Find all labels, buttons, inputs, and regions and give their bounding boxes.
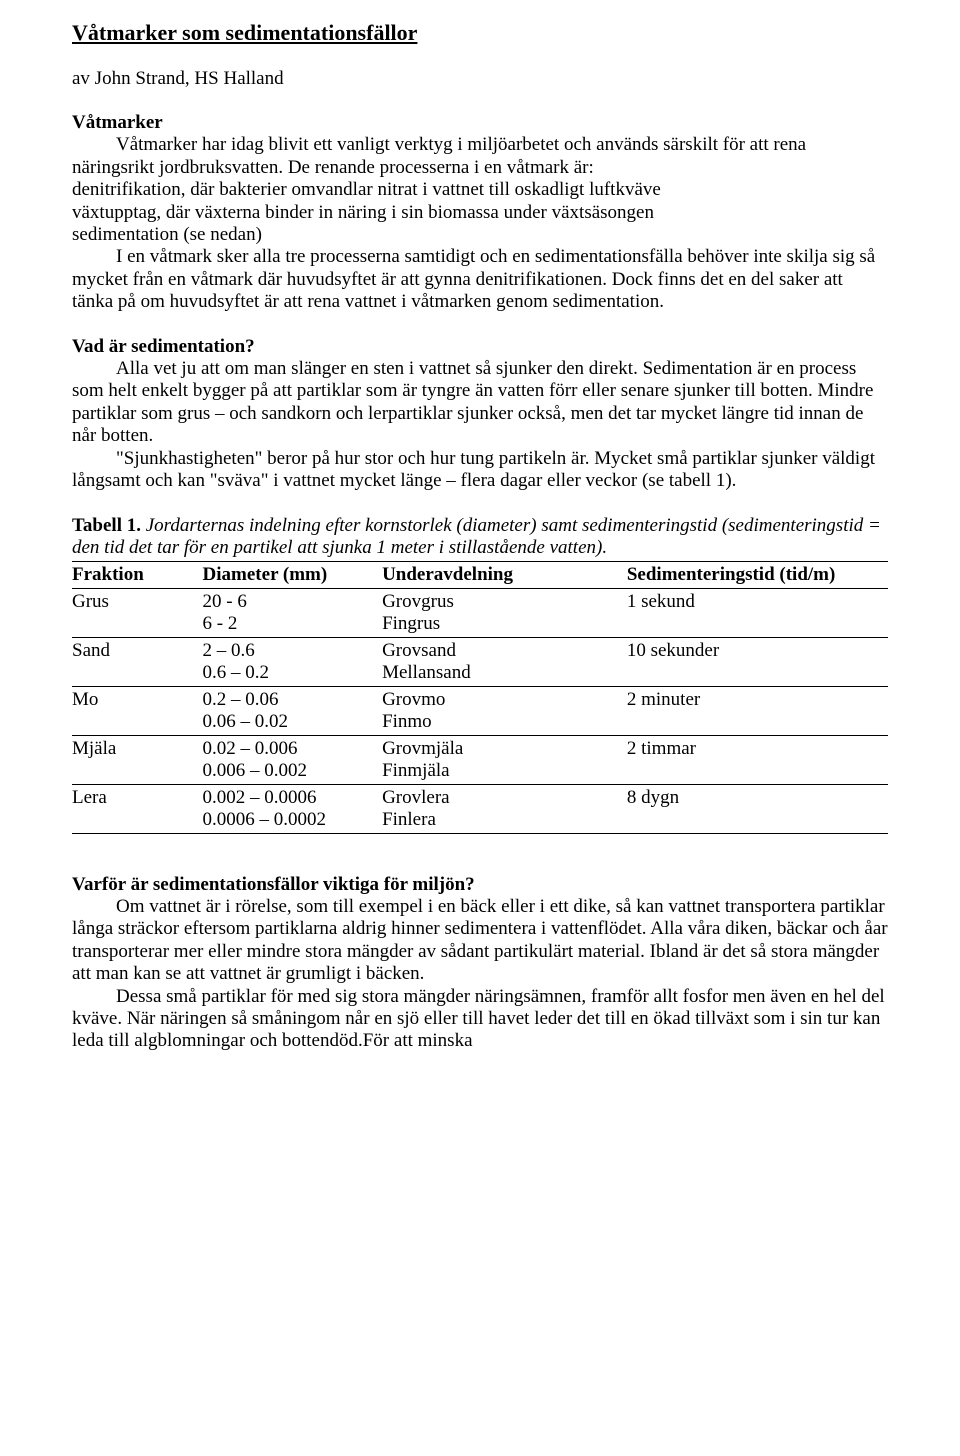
cell-fraktion: Mjäla: [72, 735, 203, 784]
text-vad-p1: Alla vet ju att om man slänger en sten i…: [72, 358, 873, 446]
bullet-vaxtupptag: växtupptag, där växterna binder in närin…: [72, 202, 654, 223]
cell-under-1: Grovsand: [382, 640, 619, 662]
table-row: Grus 20 - 6 6 - 2 Grovgrus Fingrus 1 sek…: [72, 588, 888, 637]
page-title: Våtmarker som sedimentationsfällor: [72, 20, 888, 46]
text-vatmarker-p2: I en våtmark sker alla tre processerna s…: [72, 246, 875, 312]
cell-diameter-2: 0.0006 – 0.0002: [203, 809, 375, 831]
cell-fraktion: Grus: [72, 588, 203, 637]
cell-under: Grovlera Finlera: [382, 784, 627, 833]
col-sed: Sedimenteringstid (tid/m): [627, 561, 888, 588]
cell-diameter: 0.2 – 0.06 0.06 – 0.02: [203, 686, 383, 735]
page: Våtmarker som sedimentationsfällor av Jo…: [0, 0, 960, 1456]
cell-diameter: 2 – 0.6 0.6 – 0.2: [203, 637, 383, 686]
cell-sed: 1 sekund: [627, 588, 888, 637]
bullet-sedimentation: sedimentation (se nedan): [72, 224, 262, 245]
heading-vad: Vad är sedimentation?: [72, 336, 255, 357]
cell-diameter-1: 0.02 – 0.006: [203, 738, 375, 760]
cell-sed: 2 timmar: [627, 735, 888, 784]
cell-under-1: Grovgrus: [382, 591, 619, 613]
cell-diameter: 0.02 – 0.006 0.006 – 0.002: [203, 735, 383, 784]
table-body: Grus 20 - 6 6 - 2 Grovgrus Fingrus 1 sek…: [72, 588, 888, 833]
cell-under-2: Finlera: [382, 809, 619, 831]
cell-sed: 10 sekunder: [627, 637, 888, 686]
table-row: Sand 2 – 0.6 0.6 – 0.2 Grovsand Mellansa…: [72, 637, 888, 686]
section-vad: Vad är sedimentation? Alla vet ju att om…: [72, 336, 888, 493]
cell-fraktion: Sand: [72, 637, 203, 686]
cell-diameter-2: 0.06 – 0.02: [203, 711, 375, 733]
table-row: Mo 0.2 – 0.06 0.06 – 0.02 Grovmo Finmo 2…: [72, 686, 888, 735]
cell-fraktion: Lera: [72, 784, 203, 833]
cell-under: Grovgrus Fingrus: [382, 588, 627, 637]
cell-diameter-2: 6 - 2: [203, 613, 375, 635]
cell-diameter: 20 - 6 6 - 2: [203, 588, 383, 637]
cell-under-2: Finmjäla: [382, 760, 619, 782]
text-vatmarker-p1: Våtmarker har idag blivit ett vanligt ve…: [72, 134, 806, 177]
cell-under-2: Fingrus: [382, 613, 619, 635]
text-varfor-p2: Dessa små partiklar för med sig stora mä…: [72, 986, 885, 1052]
cell-under-1: Grovlera: [382, 787, 619, 809]
cell-diameter: 0.002 – 0.0006 0.0006 – 0.0002: [203, 784, 383, 833]
cell-diameter-1: 0.002 – 0.0006: [203, 787, 375, 809]
heading-varfor: Varför är sedimentationsfällor viktiga f…: [72, 874, 475, 895]
cell-diameter-2: 0.006 – 0.002: [203, 760, 375, 782]
cell-under: Grovmjäla Finmjäla: [382, 735, 627, 784]
cell-fraktion: Mo: [72, 686, 203, 735]
cell-diameter-1: 0.2 – 0.06: [203, 689, 375, 711]
text-vad-p2: "Sjunkhastigheten" beror på hur stor och…: [72, 448, 875, 491]
table-row: Mjäla 0.02 – 0.006 0.006 – 0.002 Grovmjä…: [72, 735, 888, 784]
heading-vatmarker: Våtmarker: [72, 112, 163, 133]
cell-diameter-1: 20 - 6: [203, 591, 375, 613]
cell-under: Grovsand Mellansand: [382, 637, 627, 686]
col-fraktion: Fraktion: [72, 561, 203, 588]
section-vatmarker: Våtmarker Våtmarker har idag blivit ett …: [72, 112, 888, 314]
byline: av John Strand, HS Halland: [72, 68, 888, 90]
table-head: Fraktion Diameter (mm) Underavdelning Se…: [72, 561, 888, 588]
cell-sed: 2 minuter: [627, 686, 888, 735]
table-header-row: Fraktion Diameter (mm) Underavdelning Se…: [72, 561, 888, 588]
table-row: Lera 0.002 – 0.0006 0.0006 – 0.0002 Grov…: [72, 784, 888, 833]
cell-diameter-1: 2 – 0.6: [203, 640, 375, 662]
cell-sed: 8 dygn: [627, 784, 888, 833]
col-diameter: Diameter (mm): [203, 561, 383, 588]
bullet-denitrifikation: denitrifikation, där bakterier omvandlar…: [72, 179, 661, 200]
cell-diameter-2: 0.6 – 0.2: [203, 662, 375, 684]
cell-under-2: Mellansand: [382, 662, 619, 684]
section-varfor: Varför är sedimentationsfällor viktiga f…: [72, 874, 888, 1053]
table-caption: Tabell 1. Jordarternas indelning efter k…: [72, 515, 888, 559]
text-varfor-p1: Om vattnet är i rörelse, som till exempe…: [72, 896, 888, 984]
cell-under-2: Finmo: [382, 711, 619, 733]
table-caption-bold: Tabell 1.: [72, 515, 141, 536]
cell-under: Grovmo Finmo: [382, 686, 627, 735]
table-caption-italic: Jordarternas indelning efter kornstorlek…: [72, 515, 881, 558]
col-under: Underavdelning: [382, 561, 627, 588]
soil-table: Fraktion Diameter (mm) Underavdelning Se…: [72, 561, 888, 834]
cell-under-1: Grovmo: [382, 689, 619, 711]
cell-under-1: Grovmjäla: [382, 738, 619, 760]
